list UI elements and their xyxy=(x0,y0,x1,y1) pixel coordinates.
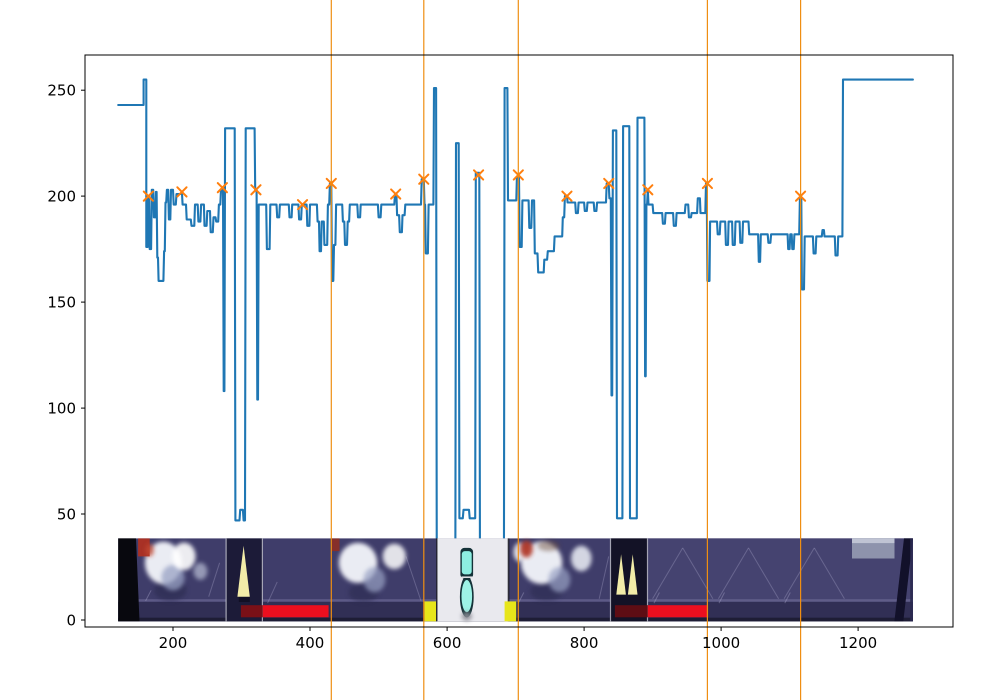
selected-peak-vlines xyxy=(330,0,802,700)
strip-shape xyxy=(616,554,626,595)
strip-rect xyxy=(852,538,895,544)
strip-line xyxy=(652,547,684,600)
peak-marker-x-icon xyxy=(561,190,573,202)
y-tick-label: 50 xyxy=(57,505,76,523)
strip-line xyxy=(718,592,725,604)
strip-rect xyxy=(424,601,437,622)
strip-line xyxy=(784,592,791,604)
strip-line xyxy=(405,556,422,602)
strip-cloud xyxy=(145,543,154,557)
strip-line xyxy=(145,590,152,602)
strip-cloud xyxy=(520,540,533,558)
strip-line xyxy=(653,592,660,604)
peak-marker-x-icon xyxy=(296,199,309,211)
x-tick-label: 200 xyxy=(159,634,188,652)
strip-cloud xyxy=(461,611,472,621)
strip-rect xyxy=(504,601,517,622)
strip-rect xyxy=(240,605,263,618)
peak-marker-stroke xyxy=(250,184,262,196)
strip-rect xyxy=(138,538,150,557)
x-tick-label: 400 xyxy=(296,634,325,652)
peak-marker-x-icon xyxy=(250,184,262,196)
peak-marker-x-icon xyxy=(176,186,188,198)
peak-marker-stroke xyxy=(216,182,228,194)
y-tick-label: 250 xyxy=(47,81,76,99)
axes-spines xyxy=(84,54,954,628)
x-tick-label: 800 xyxy=(570,634,599,652)
strip-line xyxy=(267,581,278,604)
strip-cloud xyxy=(537,540,560,552)
y-tick-label: 100 xyxy=(47,399,76,417)
strip-cloud xyxy=(382,543,406,570)
strip-line xyxy=(783,547,815,600)
strip-rect xyxy=(507,538,510,622)
strip-line xyxy=(598,556,610,599)
y-tick-label: 150 xyxy=(47,293,76,311)
strip-cloud xyxy=(571,545,592,572)
peak-marker-stroke xyxy=(176,186,188,198)
peak-marker-stroke xyxy=(642,184,654,196)
peak-marker-x-icon xyxy=(142,190,154,202)
strip-shape xyxy=(627,554,638,595)
peak-markers xyxy=(142,169,807,211)
peak-marker-x-icon xyxy=(603,177,615,190)
strip-rect xyxy=(461,551,472,575)
strip-line xyxy=(748,547,780,600)
strip-cloud xyxy=(161,564,185,591)
peak-marker-stroke xyxy=(390,188,402,200)
y-tick-label: 200 xyxy=(47,187,76,205)
x-tick-label: 600 xyxy=(433,634,462,652)
inset-game-frames-strip xyxy=(118,538,913,622)
strip-cloud xyxy=(461,580,473,613)
peak-marker-stroke xyxy=(603,177,615,190)
strip-line xyxy=(813,547,845,600)
strip-rect xyxy=(238,596,250,602)
peak-marker-stroke xyxy=(561,190,573,202)
strip-rect xyxy=(647,605,709,618)
strip-shape xyxy=(894,538,913,622)
strip-rect xyxy=(852,538,895,559)
peak-marker-stroke xyxy=(296,199,309,211)
y-tick-label: 0 xyxy=(66,611,76,629)
strip-rect xyxy=(332,538,340,552)
peak-marker-x-icon xyxy=(642,184,654,196)
axes: 200 400 600 800 1000 1200 0 50 100 150 200 250 xyxy=(47,54,954,652)
strip-line xyxy=(717,547,749,600)
strip-cloud xyxy=(172,542,196,571)
peak-marker-x-icon xyxy=(216,182,228,194)
x-tick-label: 1000 xyxy=(702,634,740,652)
strip-rect xyxy=(262,605,329,618)
strip-line xyxy=(208,562,221,597)
signal-line-path xyxy=(117,78,914,590)
strip-rect xyxy=(614,605,648,618)
peak-marker-x-icon xyxy=(390,188,402,200)
peak-marker-stroke xyxy=(472,169,485,181)
strip-shape xyxy=(237,545,250,597)
strip-line xyxy=(517,592,525,604)
x-tick-label: 1200 xyxy=(839,634,877,652)
strip-rect xyxy=(910,538,913,622)
strip-cloud xyxy=(548,567,571,593)
signal-line xyxy=(117,78,914,590)
peak-marker-stroke xyxy=(142,190,154,202)
strip-rect xyxy=(118,599,913,602)
strip-cloud xyxy=(193,562,208,580)
strip-shape xyxy=(118,538,140,622)
peak-marker-x-icon xyxy=(472,169,485,181)
strip-rect xyxy=(436,538,438,622)
strip-cloud xyxy=(363,567,386,593)
